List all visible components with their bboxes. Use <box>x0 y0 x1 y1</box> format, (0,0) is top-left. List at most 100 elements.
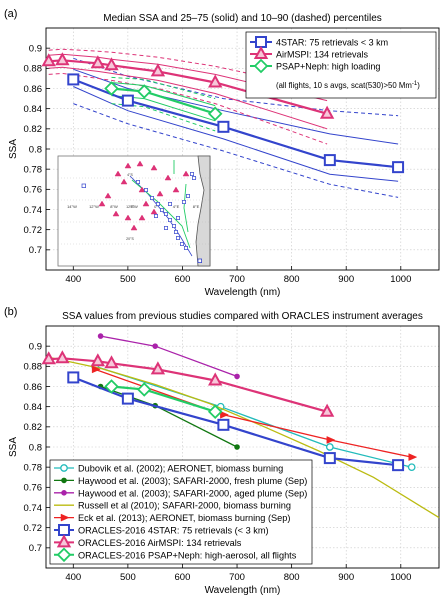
panel-a-y-tick-label: 0.82 <box>24 124 43 135</box>
legend-entry: PSAP+Neph: high loading <box>276 62 380 72</box>
map-lon-label: 12°W <box>89 204 99 209</box>
map-4star-marker <box>172 224 176 228</box>
panel-b-y-tick-label: 0.86 <box>24 382 43 393</box>
map-airmspi-marker <box>124 214 132 221</box>
map-lon-label: 4°W <box>130 204 138 209</box>
panel-b-legend <box>49 459 313 565</box>
legend-swatch-marker <box>253 58 269 74</box>
map-4star-marker <box>136 180 140 184</box>
series-point <box>67 73 80 86</box>
panel-b-x-tick-label: 600 <box>175 572 191 583</box>
series-p75-line <box>73 68 399 145</box>
panel-a-frame <box>45 27 440 271</box>
series-point <box>150 361 166 375</box>
legend-entry: Haywood et al. (2003); SAFARI-2000, fres… <box>78 476 307 486</box>
series-line <box>48 356 440 519</box>
panel-b-x-tick-label: 500 <box>120 572 136 583</box>
panel-a-y-tick-label: 0.86 <box>24 84 43 95</box>
map-4star-marker <box>174 230 178 234</box>
panel-a-chart: 400 500 600 700 800 900 1000 0.7 0.72 0.74 0.76 0.7… <box>8 13 440 298</box>
map-4star-marker <box>154 214 158 218</box>
map-lat-label: 20°S <box>126 237 134 241</box>
map-4star-marker <box>164 212 168 216</box>
map-4star-marker <box>184 246 188 250</box>
legend-entry: Dubovik et al. (2002); AERONET, biomass … <box>78 464 283 474</box>
panel-a-y-tick-label: 0.84 <box>24 104 43 115</box>
legend-entry: 4STAR: 75 retrievals < 3 km <box>276 38 388 48</box>
series-point <box>319 105 335 119</box>
map-4star-marker <box>180 242 184 246</box>
map-4star-marker <box>164 226 168 230</box>
series-point <box>325 443 334 451</box>
map-airmspi-marker <box>164 174 172 181</box>
map-airmspi-marker <box>150 164 158 171</box>
map-airmspi-marker <box>138 186 146 193</box>
series-point <box>323 154 336 167</box>
panel-b-y-tick-label: 0.74 <box>24 503 43 514</box>
series-point <box>136 84 152 99</box>
panel-a-y-tick-label: 0.9 <box>29 43 42 54</box>
series-point <box>104 379 119 394</box>
map-airmspi-marker <box>112 210 120 217</box>
map-airmspi-marker <box>130 224 138 231</box>
map-4star-marker <box>190 172 194 176</box>
series-point <box>55 52 70 66</box>
panel-a-x-tick-label: 500 <box>120 274 136 285</box>
series-point <box>41 53 56 67</box>
series-point <box>392 161 405 174</box>
map-4star-marker <box>182 200 186 204</box>
series-point <box>152 343 158 349</box>
map-4star-marker <box>168 202 172 206</box>
series-point <box>104 355 119 369</box>
series-point <box>121 392 134 405</box>
series-p25-line <box>48 66 328 130</box>
panel-b-title: SSA values from previous studies compare… <box>62 311 423 322</box>
map-lon-label: 4°E <box>173 204 180 209</box>
map-lon-label: 8°W <box>110 204 118 209</box>
series-point <box>91 365 101 374</box>
map-airmspi-marker <box>138 214 146 221</box>
panel-b-y-tick-label: 0.9 <box>29 341 42 352</box>
map-airmspi-marker <box>156 190 164 197</box>
legend-swatch-marker <box>56 534 72 548</box>
series-point <box>234 373 240 380</box>
series-p90-line <box>111 76 216 100</box>
map-airmspi-marker <box>150 208 158 215</box>
map-4star-marker <box>168 218 172 222</box>
legend-swatch-marker <box>255 36 267 48</box>
series-point <box>104 57 119 71</box>
series-point <box>217 120 230 133</box>
panel-a-x-tick-label: 400 <box>65 274 81 285</box>
series-point <box>150 63 166 77</box>
panel-a-title: Median SSA and 25–75 (solid) and 10–90 (… <box>103 13 382 24</box>
map-4star-marker <box>176 216 180 220</box>
series-point <box>41 351 56 365</box>
legend-entry: Haywood et al. (2003); SAFARI-2000, aged… <box>78 488 307 498</box>
panel-b-y-tick-label: 0.76 <box>24 483 43 494</box>
legend-swatch-marker <box>58 524 70 536</box>
panel-b-y-tick-label: 0.7 <box>29 543 42 554</box>
series-point <box>136 382 152 397</box>
map-airmspi-marker <box>98 200 106 207</box>
land-mass <box>195 155 211 267</box>
map-4star-marker <box>192 176 196 180</box>
series-point <box>207 404 223 419</box>
series-point <box>392 459 405 472</box>
map-lat-label: 4°S <box>127 173 133 177</box>
map-4star-marker <box>176 236 180 240</box>
series-p90-line <box>73 57 399 117</box>
panel-b-y-tick-label: 0.8 <box>29 442 42 453</box>
panel-b-y-tick-label: 0.84 <box>24 402 43 413</box>
series-point <box>97 333 104 339</box>
map-airmspi-marker <box>172 186 180 193</box>
panel-b-chart: 400 500 600 700 800 900 1000 0.7 0.72 0.74 0.76 0.7… <box>8 311 440 596</box>
panel-a-x-tick-label: 900 <box>338 274 354 285</box>
panel-b-frame <box>45 325 440 569</box>
map-4star-marker <box>150 196 154 200</box>
flight-track <box>183 183 189 233</box>
panel-b-x-tick-label: 1000 <box>390 572 411 583</box>
map-4star-marker <box>186 194 190 198</box>
legend-entry: Eck et al. (2013); AERONET, biomass burn… <box>78 513 290 523</box>
panel-a-x-tick-label: 700 <box>229 274 245 285</box>
map-lon-label: 8°E <box>193 204 200 209</box>
